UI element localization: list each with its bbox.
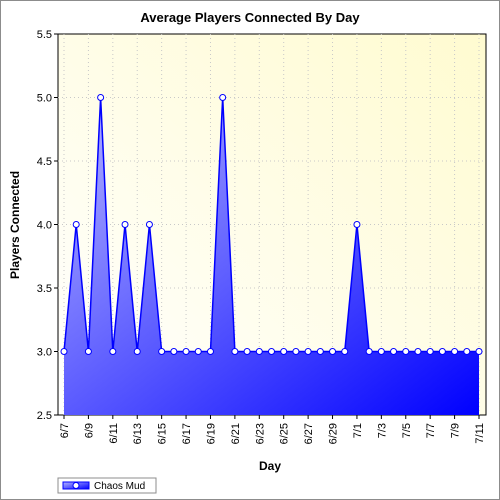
x-tick-label: 7/7 (425, 423, 437, 438)
x-tick-label: 6/25 (279, 423, 291, 444)
data-point (280, 348, 288, 355)
data-point (170, 348, 178, 355)
data-point (402, 348, 410, 355)
x-tick-label: 7/1 (352, 423, 364, 438)
x-tick-label: 6/11 (108, 423, 120, 444)
data-point (194, 348, 202, 355)
x-tick-label: 6/27 (303, 423, 315, 444)
data-point (255, 348, 263, 355)
data-point (390, 348, 398, 355)
x-tick-label: 6/13 (132, 423, 144, 444)
x-tick-label: 7/3 (376, 423, 388, 438)
data-point (304, 348, 312, 355)
x-tick-label: 6/19 (205, 423, 217, 444)
x-tick-label: 6/9 (83, 423, 95, 438)
legend-label: Chaos Mud (94, 481, 145, 492)
data-point (292, 348, 300, 355)
data-point (463, 348, 471, 355)
data-point (365, 348, 373, 355)
x-axis-label: Day (259, 459, 281, 473)
data-point (341, 348, 349, 355)
data-point (97, 94, 105, 101)
y-tick-label: 5.5 (37, 29, 52, 41)
data-point (72, 221, 80, 228)
x-tick-label: 6/7 (59, 423, 71, 438)
x-tick-label: 6/23 (254, 423, 266, 444)
data-point (109, 348, 117, 355)
x-tick-label: 6/21 (230, 423, 242, 444)
x-tick-label: 6/15 (157, 423, 169, 444)
data-point (329, 348, 337, 355)
data-point (414, 348, 422, 355)
data-point (438, 348, 446, 355)
legend-marker (72, 482, 80, 489)
x-tick-label: 7/9 (450, 423, 462, 438)
data-point (219, 94, 227, 101)
series-layer (60, 94, 483, 415)
y-tick-label: 3.5 (37, 283, 52, 295)
x-tick-label: 7/5 (401, 423, 413, 438)
x-tick-label: 7/11 (474, 423, 486, 444)
data-point (182, 348, 190, 355)
data-point (451, 348, 459, 355)
data-point (377, 348, 385, 355)
data-point (84, 348, 92, 355)
data-point (158, 348, 166, 355)
x-axis: 6/7 6/9 6/11 6/13 6/15 6/17 6/19 6/21 6/23 6/25 6/… (59, 415, 486, 444)
x-tick-label: 6/17 (181, 423, 193, 444)
data-point (353, 221, 361, 228)
data-point (316, 348, 324, 355)
data-point (426, 348, 434, 355)
data-point (206, 348, 214, 355)
y-tick-label: 4.5 (37, 156, 52, 168)
chart-title: Average Players Connected By Day (140, 10, 360, 25)
data-point (145, 221, 153, 228)
data-point (60, 348, 68, 355)
data-point (133, 348, 141, 355)
data-point (243, 348, 251, 355)
data-point (231, 348, 239, 355)
y-tick-label: 5.0 (37, 93, 52, 105)
y-axis: 2.5 3.0 3.5 4.0 4.5 5.0 5.5 (37, 29, 58, 422)
legend: Chaos Mud (57, 477, 157, 494)
y-tick-label: 2.5 (37, 410, 52, 422)
y-tick-label: 4.0 (37, 220, 52, 232)
data-point (268, 348, 275, 355)
x-tick-label: 6/29 (328, 423, 340, 444)
y-tick-label: 3.0 (37, 347, 52, 359)
y-axis-label: Players Connected (8, 171, 22, 279)
data-point (121, 221, 129, 228)
data-point (475, 348, 483, 355)
